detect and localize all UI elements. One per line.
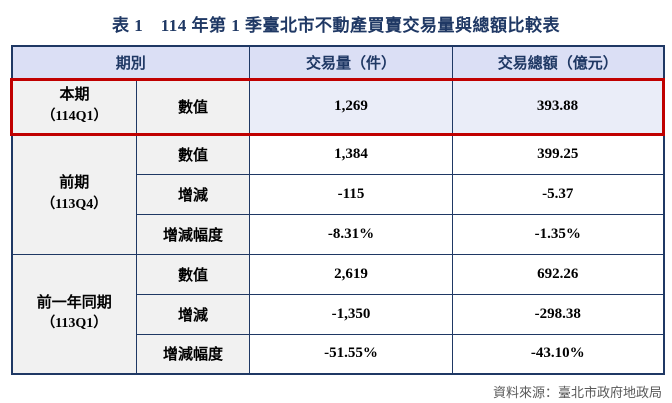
table-title: 表 1 114 年第 1 季臺北市不動產買賣交易量與總額比較表 [111,16,561,35]
volume-value: -51.55% [249,333,454,375]
row-prevq-value: 前期 （113Q4） 數值 1,384 399.25 [11,133,665,255]
period-cell-lastyear: 前一年同期 （113Q1） [11,253,137,375]
data-source-note: 資料來源：臺北市政府地政局 [492,385,662,400]
metric-label: 數值 [135,133,251,175]
header-amount: 交易總額（億元） [452,45,665,80]
amount-value: -43.10% [452,333,665,375]
metric-label: 增減 [135,173,251,215]
period-cell-current: 本期 （114Q1） [10,77,137,136]
amount-value: 692.26 [452,253,665,295]
header-row: 期別 交易量（件） 交易總額（億元） [10,45,665,80]
period-label: 本期 [59,87,90,104]
row-lastyear-value: 前一年同期 （113Q1） 數值 2,619 692.26 [11,253,665,375]
amount-value: 399.25 [452,133,665,175]
metric-label: 增減 [135,293,251,335]
row-lastyear-change-rate: 增減幅度 -51.55% -43.10% [12,333,665,375]
period-label: 前一年同期 [36,294,112,311]
header-volume: 交易量（件） [249,45,454,80]
metric-label: 增減幅度 [135,213,251,255]
period-cell-prevq: 前期 （113Q4） [11,133,137,255]
row-prevq-change-rate: 增減幅度 -8.31% -1.35% [12,213,665,255]
amount-value: 393.88 [452,77,666,136]
row-current-value: 本期 （114Q1） 數值 1,269 393.88 [10,77,666,136]
amount-value: -298.38 [452,293,665,335]
row-lastyear-change: 增減 -1,350 -298.38 [12,293,665,335]
metric-label: 增減幅度 [135,333,251,375]
volume-value: 1,384 [249,133,454,175]
period-code: （113Q1） [41,316,108,332]
header-period: 期別 [10,45,251,80]
amount-value: -5.37 [452,173,665,215]
period-code: （113Q4） [41,197,108,213]
period-label: 前期 [59,175,90,192]
volume-value: 2,619 [249,253,454,295]
amount-value: -1.35% [452,213,665,255]
volume-value: -8.31% [249,213,454,255]
metric-label: 數值 [135,253,251,295]
volume-value: -1,350 [249,293,454,335]
row-prevq-change: 增減 -115 -5.37 [12,173,665,215]
metric-label: 數值 [135,77,251,136]
volume-value: -115 [249,173,454,215]
volume-value: 1,269 [249,77,454,136]
comparison-table: 期別 交易量（件） 交易總額（億元） 本期 （114Q1） 數值 1,269 3… [10,45,666,375]
period-code: （114Q1） [41,109,108,125]
